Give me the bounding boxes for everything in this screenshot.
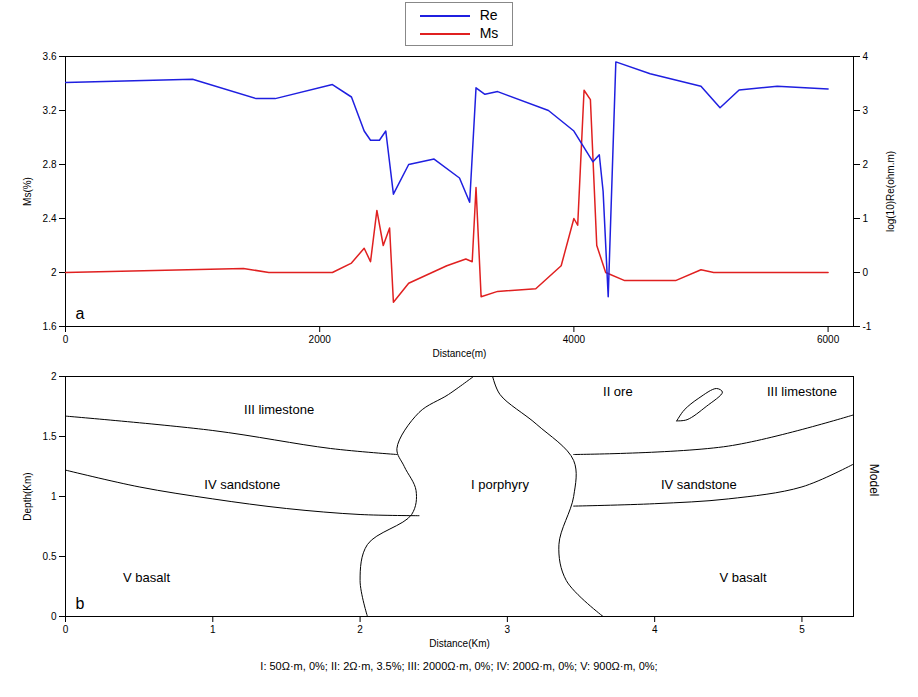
svg-text:a: a: [76, 305, 85, 322]
svg-text:3: 3: [505, 624, 511, 635]
svg-text:-1: -1: [863, 321, 872, 332]
svg-text:0: 0: [51, 611, 57, 622]
svg-text:1.6: 1.6: [43, 321, 57, 332]
svg-text:0: 0: [863, 267, 869, 278]
svg-text:2: 2: [863, 159, 869, 170]
svg-text:0: 0: [63, 624, 69, 635]
svg-text:2: 2: [51, 267, 57, 278]
svg-text:4000: 4000: [563, 334, 586, 345]
html-text:Ms: Ms: [479, 25, 499, 41]
svg-text:1.5: 1.5: [43, 431, 57, 442]
svg-text:1: 1: [863, 213, 869, 224]
svg-text:2: 2: [51, 371, 57, 382]
html-text:I: 50Ω·m, 0%; II: 2Ω·m, 3.5%;: I: 50Ω·m, 0%; II: 2Ω·m, 3.5%; III: 2000Ω…: [260, 660, 658, 672]
svg-text:b: b: [76, 595, 85, 612]
html-text:Re: Re: [479, 7, 498, 23]
svg-text:Depth(Km): Depth(Km): [22, 472, 33, 520]
svg-text:Ms(%): Ms(%): [22, 177, 33, 206]
svg-text:IV sandstone: IV sandstone: [204, 477, 280, 492]
svg-text:2.8: 2.8: [43, 159, 57, 170]
svg-text:II ore: II ore: [603, 384, 633, 399]
svg-text:log(10)Re(ohm.m): log(10)Re(ohm.m): [885, 151, 896, 232]
svg-text:Model: Model: [867, 464, 881, 497]
svg-text:Distance(m): Distance(m): [433, 348, 487, 359]
svg-text:I porphyry: I porphyry: [471, 477, 529, 492]
svg-text:2.4: 2.4: [43, 213, 57, 224]
svg-text:Distance(Km): Distance(Km): [429, 638, 490, 649]
svg-text:0: 0: [63, 334, 69, 345]
svg-text:3: 3: [863, 105, 869, 116]
svg-text:2: 2: [357, 624, 363, 635]
svg-text:3.6: 3.6: [43, 51, 57, 62]
svg-text:2000: 2000: [309, 334, 332, 345]
svg-text:5: 5: [799, 624, 805, 635]
svg-text:1: 1: [210, 624, 216, 635]
svg-text:4: 4: [863, 51, 869, 62]
svg-text:III limestone: III limestone: [244, 402, 314, 417]
svg-text:1: 1: [51, 491, 57, 502]
svg-text:4: 4: [652, 624, 658, 635]
svg-text:V basalt: V basalt: [123, 570, 170, 585]
svg-text:V basalt: V basalt: [720, 570, 767, 585]
svg-text:0.5: 0.5: [43, 551, 57, 562]
svg-text:IV sandstone: IV sandstone: [661, 477, 737, 492]
svg-text:6000: 6000: [817, 334, 840, 345]
svg-text:3.2: 3.2: [43, 105, 57, 116]
svg-text:III limestone: III limestone: [767, 384, 837, 399]
